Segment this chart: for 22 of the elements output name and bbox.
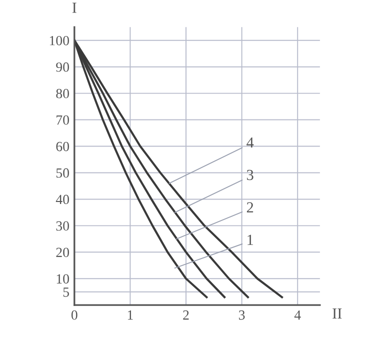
y-tick-label: 20 [56,248,70,258]
x-tick-label: 1 [128,310,133,320]
annotation: 3 [246,170,254,180]
x-tick-label: 3 [238,310,245,320]
annotation: 2 [246,202,254,212]
annotation: 1 [248,234,253,245]
x-tick-label: 2 [183,310,189,320]
x-tick-label: 0 [71,310,78,320]
annotation: 4 [246,137,254,148]
y-tick-label: 50 [56,168,70,178]
y-tick-label: 100 [50,36,70,46]
y-tick-label: 40 [56,194,70,204]
y-tick-label: 30 [56,221,70,231]
y-tick-label: 80 [56,88,70,98]
y-tick-label: 70 [56,115,70,125]
y-tick-label: 5 [63,288,69,297]
x-tick-label: 4 [294,310,301,320]
x-axis-title: II [332,308,342,318]
y-tick-label: 90 [56,62,70,72]
y-axis-title: I [72,2,76,13]
y-tick-label: 10 [56,274,70,284]
y-tick-label: 60 [56,142,70,152]
